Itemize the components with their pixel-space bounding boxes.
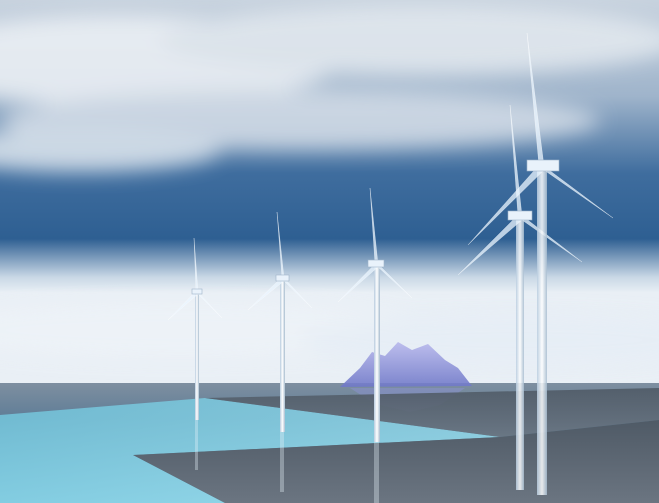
shape: [275, 274, 290, 282]
shape: [516, 216, 524, 490]
wind-turbine: [467, 32, 614, 495]
shape: [374, 442, 379, 503]
shape: [195, 420, 198, 470]
part: [160, 5, 659, 75]
shape: [526, 159, 560, 172]
reflections: [195, 420, 379, 503]
shape: [280, 432, 284, 492]
wind-turbine: [337, 187, 413, 442]
wind-turbine: [167, 237, 223, 420]
shape: [507, 210, 533, 221]
shape: [367, 259, 385, 268]
shape: [191, 288, 203, 295]
platform: [133, 420, 659, 503]
shape: [374, 264, 380, 442]
wind-turbine: [247, 211, 313, 432]
shape: [195, 292, 199, 420]
shape: [537, 166, 547, 495]
shape: [280, 278, 285, 432]
part: [0, 128, 220, 172]
part: [340, 342, 472, 387]
